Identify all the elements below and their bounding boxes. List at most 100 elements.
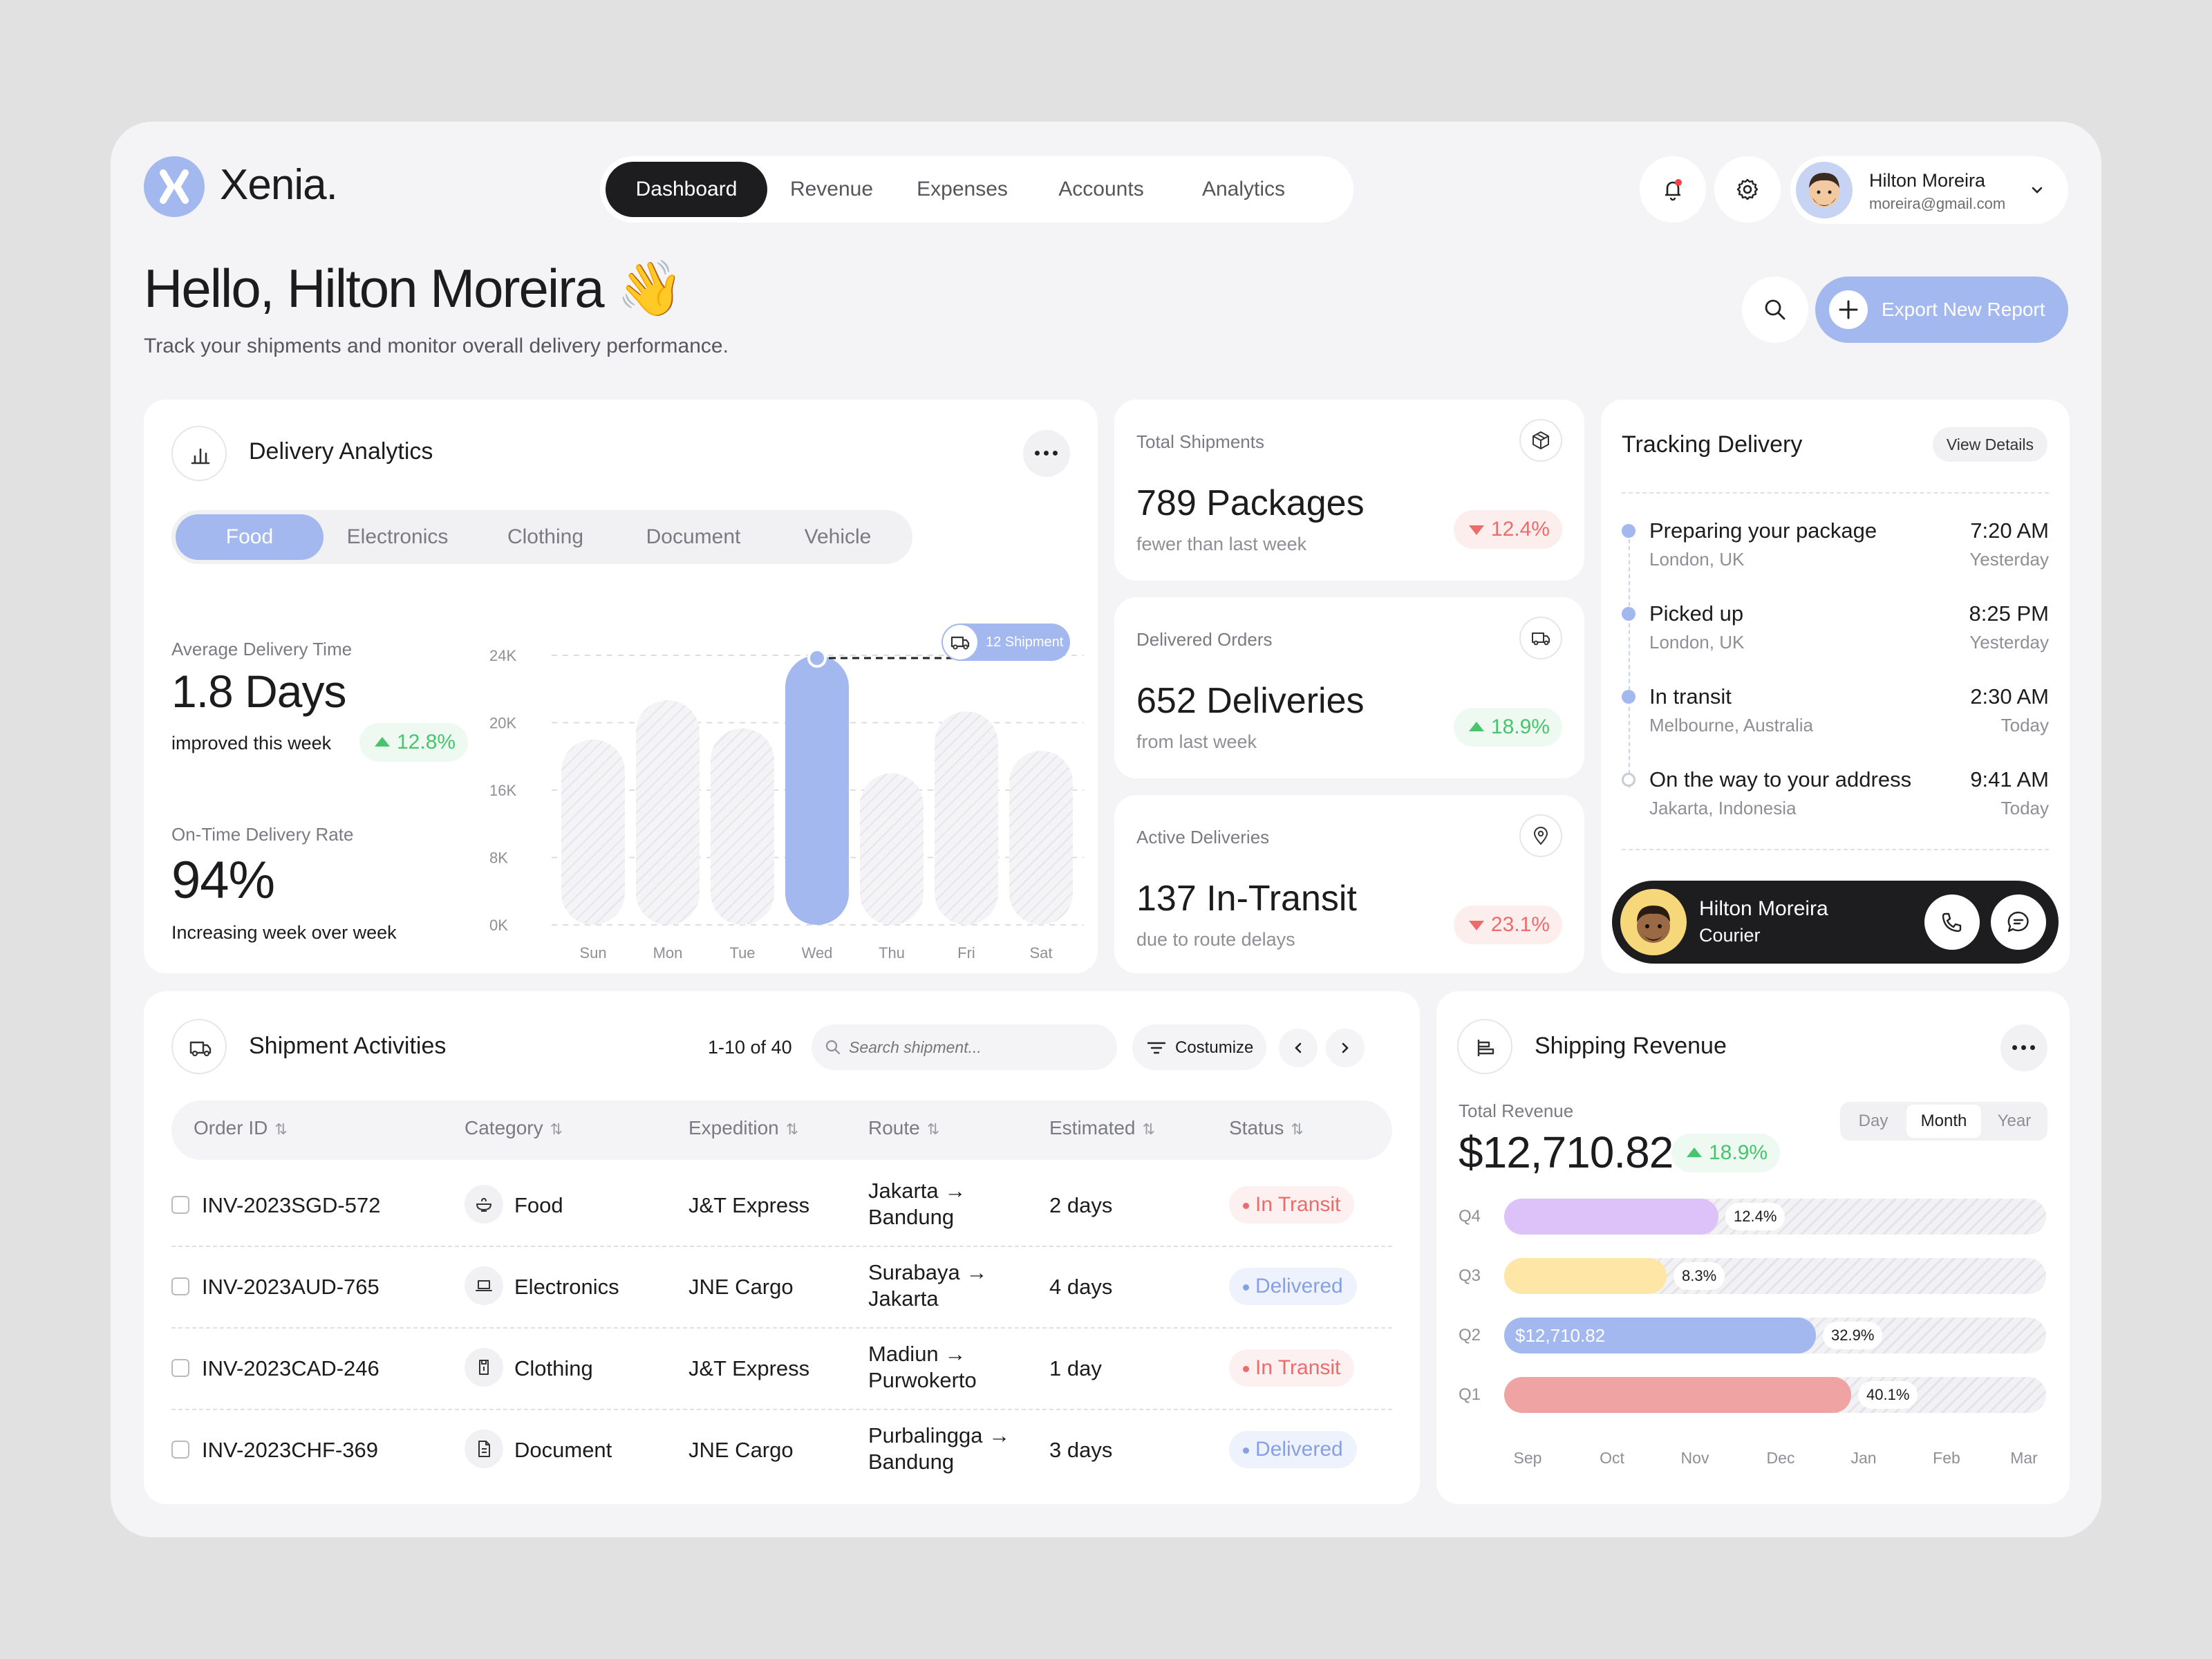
tab-clothing[interactable]: Clothing xyxy=(507,525,584,548)
truck-icon xyxy=(943,625,977,659)
bar-mon[interactable] xyxy=(636,700,700,925)
track-step-location: London, UK xyxy=(1649,549,1745,570)
range-toggle: Day Month Year xyxy=(1840,1102,2047,1141)
month-label: Oct xyxy=(1600,1449,1624,1467)
estimated: 4 days xyxy=(1049,1275,1113,1299)
prev-page-button[interactable] xyxy=(1279,1029,1318,1067)
tooltip-label: 12 Shipment xyxy=(986,635,1064,650)
nav-dashboard[interactable]: Dashboard xyxy=(606,162,767,217)
more-options-button[interactable] xyxy=(1023,430,1070,477)
settings-button[interactable] xyxy=(1714,156,1781,223)
user-menu[interactable]: Hilton Moreira moreira@gmail.com xyxy=(1790,156,2068,224)
route-from: Surabaya → xyxy=(868,1260,988,1284)
x-tick-label: Sun xyxy=(579,944,606,962)
metric-value: 789 Packages xyxy=(1136,483,1365,523)
table-row[interactable]: INV-2023SGD-572 Food J&T Express Jakarta… xyxy=(144,1164,1420,1246)
delivery-analytics-card: Delivery Analytics Food Electronics Clot… xyxy=(144,400,1098,973)
column-header-category[interactable]: Category xyxy=(465,1117,563,1139)
column-header-expedition[interactable]: Expedition xyxy=(688,1117,798,1139)
track-step-location: Melbourne, Australia xyxy=(1649,715,1814,735)
row-checkbox[interactable] xyxy=(171,1196,189,1214)
column-header-status[interactable]: Status xyxy=(1229,1117,1304,1139)
view-details-button[interactable]: View Details xyxy=(1932,427,2047,462)
tab-electronics[interactable]: Electronics xyxy=(346,525,449,548)
track-step-time: 9:41 AM xyxy=(1970,767,2049,791)
courier-avatar xyxy=(1620,889,1687,955)
search-button[interactable] xyxy=(1742,276,1808,343)
nav-revenue[interactable]: Revenue xyxy=(789,178,874,200)
range-month[interactable]: Month xyxy=(1906,1105,1981,1138)
bar-sat[interactable] xyxy=(1009,751,1073,925)
avg-delivery-value: 1.8 Days xyxy=(171,666,346,717)
delivery-bar-chart: 24K 20K 16K 8K 0K Sun Mon Tue Wed Thu Fri Sat 12 Sh… xyxy=(489,607,1084,966)
x-tick-label: Mon xyxy=(653,944,683,962)
track-step-day: Today xyxy=(2000,798,2049,818)
order-id: INV-2023CHF-369 xyxy=(202,1438,379,1462)
table-row[interactable]: INV-2023CHF-369 Document JNE Cargo Purba… xyxy=(144,1409,1420,1490)
range-year[interactable]: Year xyxy=(1997,1112,2032,1130)
quarter-label: Q3 xyxy=(1459,1266,1481,1285)
route-to: Purwokerto xyxy=(868,1368,977,1392)
x-tick-label: Fri xyxy=(957,944,975,962)
customize-button[interactable]: Costumize xyxy=(1132,1024,1266,1070)
bar-thu[interactable] xyxy=(860,773,924,925)
expedition: JNE Cargo xyxy=(688,1275,794,1299)
x-tick-label: Wed xyxy=(802,944,833,962)
metric-label: Delivered Orders xyxy=(1136,629,1273,650)
range-day[interactable]: Day xyxy=(1858,1112,1888,1130)
nav-analytics[interactable]: Analytics xyxy=(1201,178,1286,200)
shipping-revenue-card: Shipping Revenue Total Revenue $12,710.8… xyxy=(1436,991,2070,1504)
search-shipment-input[interactable] xyxy=(812,1024,1117,1070)
tab-document[interactable]: Document xyxy=(646,525,741,548)
search-shipment-field[interactable] xyxy=(849,1034,1105,1060)
tab-food[interactable]: Food xyxy=(176,514,324,560)
tracking-title: Tracking Delivery xyxy=(1622,431,1803,458)
bar-fri[interactable] xyxy=(935,711,998,925)
column-header-estimated[interactable]: Estimated xyxy=(1049,1117,1155,1139)
row-checkbox[interactable] xyxy=(171,1277,189,1295)
row-checkbox[interactable] xyxy=(171,1359,189,1377)
metric-value: 652 Deliveries xyxy=(1136,681,1365,721)
track-step-location: Jakarta, Indonesia xyxy=(1649,798,1797,818)
route-to: Bandung xyxy=(868,1450,955,1474)
next-page-button[interactable] xyxy=(1326,1029,1365,1067)
message-courier-button[interactable] xyxy=(1991,894,2046,950)
courier-name: Hilton Moreira xyxy=(1699,897,1828,920)
avg-delivery-label: Average Delivery Time xyxy=(171,639,353,659)
delivery-analytics-title: Delivery Analytics xyxy=(249,438,433,465)
avg-delivery-change-badge: 12.8% xyxy=(359,723,469,762)
bar-tue[interactable] xyxy=(711,728,774,925)
track-step-location: London, UK xyxy=(1649,632,1745,653)
quarter-bar-q2: $12,710.82 xyxy=(1504,1318,1816,1353)
metric-change-badge: 23.1% xyxy=(1453,906,1562,944)
quarter-label: Q2 xyxy=(1459,1326,1481,1344)
greeting-user-name: Hilton Moreira xyxy=(287,258,604,319)
column-header-route[interactable]: Route xyxy=(868,1117,939,1139)
bell-icon xyxy=(1665,179,1682,201)
track-step-day: Yesterday xyxy=(1969,549,2049,570)
metric-note: due to route delays xyxy=(1136,929,1295,950)
on-time-rate-note: Increasing week over week xyxy=(171,922,397,943)
quarter-percent: 40.1% xyxy=(1858,1381,1918,1409)
nav-accounts[interactable]: Accounts xyxy=(1058,178,1144,200)
export-report-button[interactable]: Export New Report xyxy=(1815,276,2068,343)
tab-vehicle[interactable]: Vehicle xyxy=(804,525,872,548)
estimated: 1 day xyxy=(1049,1356,1102,1380)
category: Clothing xyxy=(514,1356,593,1380)
row-checkbox[interactable] xyxy=(171,1441,189,1459)
dashboard-frame: Xenia. Dashboard Revenue Expenses Accoun… xyxy=(111,122,2101,1537)
bar-wed[interactable] xyxy=(785,655,849,925)
table-row[interactable]: INV-2023AUD-765 Electronics JNE Cargo Su… xyxy=(144,1246,1420,1327)
table-row[interactable]: INV-2023CAD-246 Clothing J&T Express Mad… xyxy=(144,1327,1420,1409)
laptop-icon xyxy=(465,1266,503,1305)
notifications-button[interactable] xyxy=(1640,156,1706,223)
quarter-percent: 8.3% xyxy=(1674,1262,1725,1290)
month-label: Dec xyxy=(1766,1449,1795,1467)
more-options-button[interactable] xyxy=(2000,1024,2047,1071)
nav-expenses[interactable]: Expenses xyxy=(917,178,1008,200)
call-courier-button[interactable] xyxy=(1924,894,1980,950)
metric-card-total-shipments: Total Shipments 789 Packages fewer than … xyxy=(1114,400,1584,581)
bar-sun[interactable] xyxy=(561,739,625,925)
y-tick-label: 8K xyxy=(489,850,508,867)
column-header-order-id[interactable]: Order ID xyxy=(194,1117,288,1139)
